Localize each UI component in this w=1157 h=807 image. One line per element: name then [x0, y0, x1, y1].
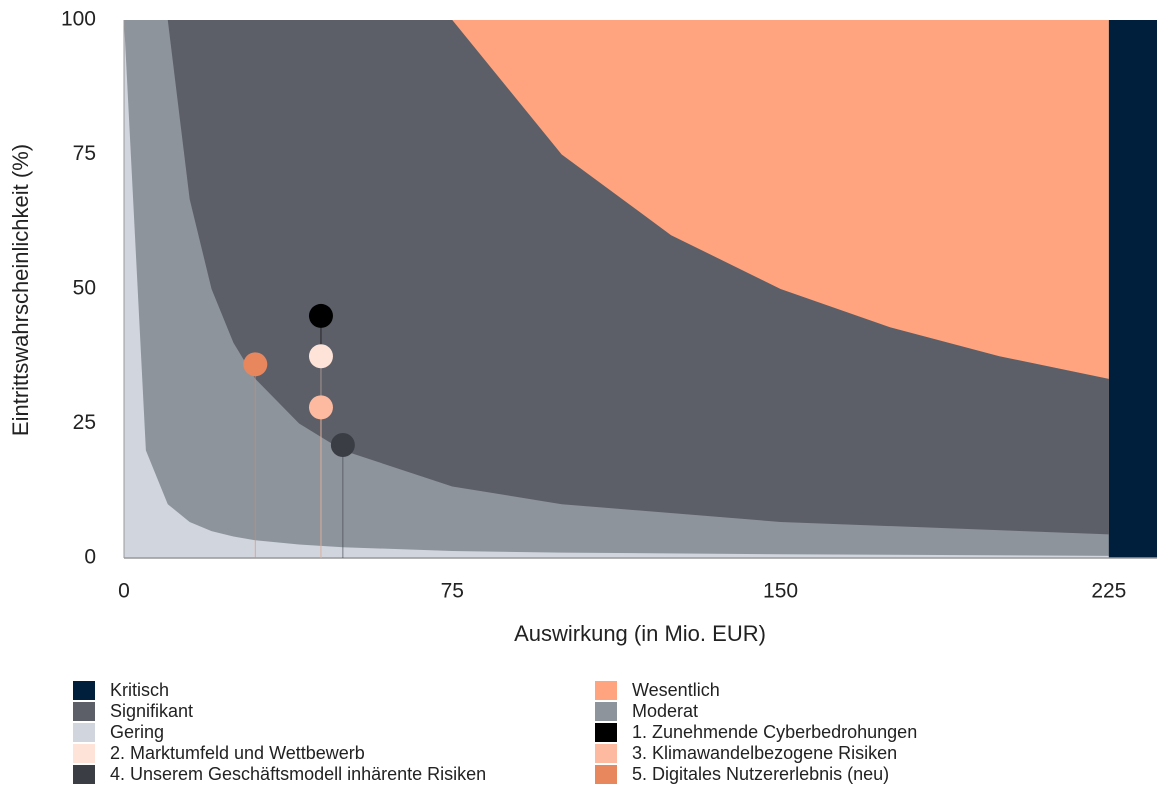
x-tick-label: 150	[763, 580, 798, 603]
risk-area	[1108, 20, 1157, 558]
x-tick-label: 0	[118, 580, 130, 603]
legend-swatch	[73, 702, 95, 721]
x-tick-label: 225	[1091, 580, 1126, 603]
risk-point	[308, 344, 333, 369]
legend-swatch	[595, 744, 617, 763]
y-axis-label: Eintrittswahrscheinlichkeit (%)	[8, 144, 33, 436]
legend-label: 4. Unserem Geschäftsmodell inhärente Ris…	[110, 764, 486, 784]
legend-swatch	[73, 723, 95, 742]
risk-point	[243, 352, 268, 377]
risk-point	[308, 303, 333, 328]
legend-label: 3. Klimawandelbezogene Risiken	[632, 743, 897, 763]
legend-label: Signifikant	[110, 701, 193, 721]
legend-swatch	[73, 681, 95, 700]
risk-point	[308, 395, 333, 420]
legend-swatch	[595, 765, 617, 784]
legend-label: Gering	[110, 722, 164, 742]
legend-label: Wesentlich	[632, 680, 720, 700]
legend-swatch	[73, 765, 95, 784]
legend-label: Moderat	[632, 701, 698, 721]
y-tick-label: 50	[73, 277, 96, 300]
risk-area	[124, 20, 1109, 558]
legend-label: 2. Marktumfeld und Wettbewerb	[110, 743, 365, 763]
legend-swatch	[73, 744, 95, 763]
legend-swatch	[595, 723, 617, 742]
legend-label: 5. Digitales Nutzererlebnis (neu)	[632, 764, 889, 784]
legend-label: 1. Zunehmende Cyberbedrohungen	[632, 722, 917, 742]
x-axis-label: Auswirkung (in Mio. EUR)	[514, 621, 766, 646]
y-tick-label: 25	[73, 411, 96, 434]
y-tick-label: 100	[61, 8, 96, 31]
legend-swatch	[595, 681, 617, 700]
risk-area	[124, 20, 1109, 558]
legend-swatch	[595, 702, 617, 721]
risk-point	[330, 433, 355, 458]
y-tick-label: 75	[73, 142, 96, 165]
x-tick-label: 75	[441, 580, 464, 603]
legend-label: Kritisch	[110, 680, 169, 700]
y-tick-label: 0	[84, 546, 96, 569]
